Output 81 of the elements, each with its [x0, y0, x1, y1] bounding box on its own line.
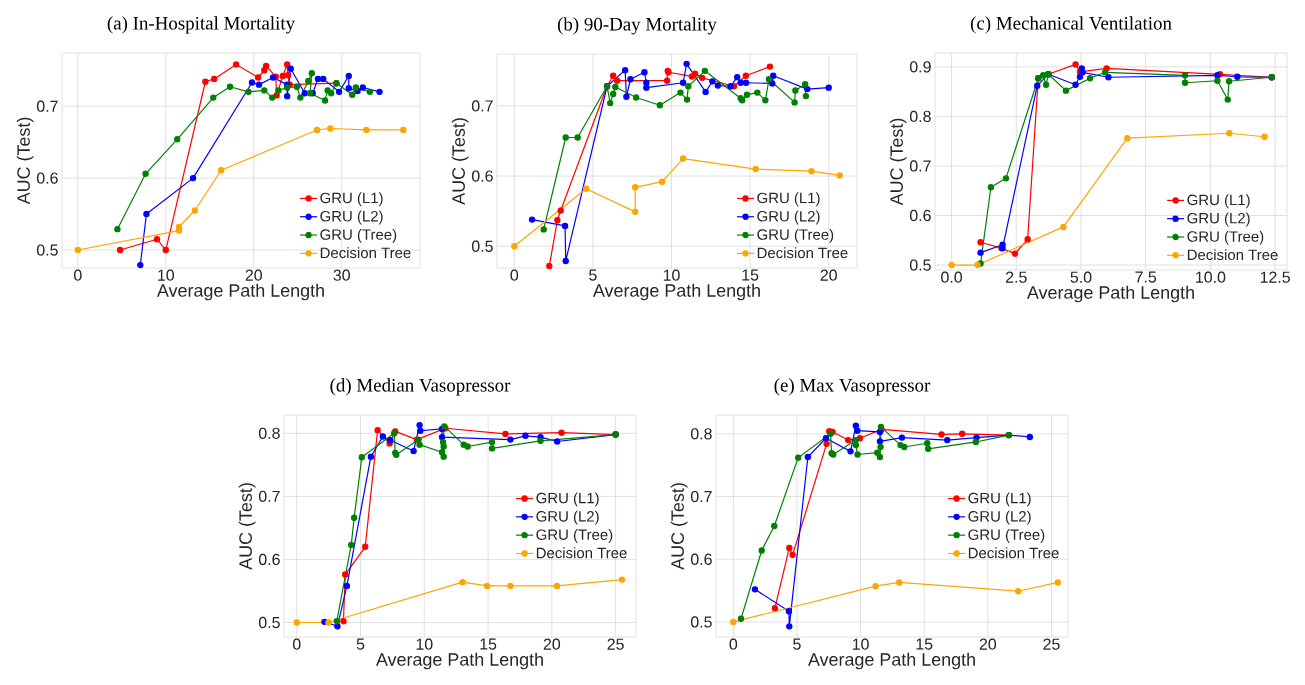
x-tick-label: 0.0	[941, 271, 963, 283]
x-tick-label: 15	[916, 638, 933, 650]
x-tick-label: 5	[793, 638, 801, 650]
y-tick-label: 0.6	[690, 553, 712, 565]
x-tick-label: 7.5	[1135, 271, 1157, 283]
x-tick-label: 20	[820, 269, 837, 281]
y-tick-label: 0.8	[258, 427, 280, 439]
legend-label: Decision Tree	[536, 547, 627, 559]
x-tick-label: 30	[333, 269, 350, 281]
legend-label: GRU (L2)	[757, 210, 820, 225]
x-tick-label: 15	[480, 638, 497, 650]
legend-label: GRU (L1)	[536, 492, 599, 507]
y-tick-label: 0.7	[258, 490, 280, 502]
legend-label: GRU (L2)	[320, 210, 383, 225]
y-tick-label: 0.5	[471, 240, 493, 252]
x-tick-label: 15	[742, 269, 759, 281]
x-tick-label: 2.5	[1006, 271, 1027, 283]
legend-label: Decision Tree	[757, 247, 848, 259]
x-tick-label: 0	[510, 269, 519, 281]
x-tick-label: 25	[607, 638, 624, 650]
y-axis-title: AUC (Test)	[451, 118, 469, 205]
y-tick-label: 0.7	[690, 490, 712, 503]
y-tick-label: 0.6	[258, 553, 280, 566]
y-axis-title: AUC (Test)	[16, 117, 34, 205]
x-tick-label: 20	[979, 638, 997, 650]
y-tick-label: 0.5	[690, 616, 712, 628]
y-tick-label: 0.9	[909, 61, 931, 73]
x-tick-label: 10	[663, 269, 680, 281]
x-tick-label: 10	[852, 638, 869, 650]
x-axis-title: Average Path Length	[156, 283, 324, 301]
y-axis-title: AUC (Test)	[670, 483, 688, 570]
x-axis-title: Average Path Length	[807, 652, 975, 670]
legend-label: GRU (Tree)	[536, 528, 613, 543]
legend-label: GRU (Tree)	[320, 228, 397, 243]
x-tick-label: 10.0	[1196, 271, 1226, 283]
chart-title: (e) Max Vasopressor	[774, 378, 931, 396]
chart-title: (c) Mechanical Ventilation	[970, 16, 1172, 34]
x-axis-title: Average Path Length	[592, 283, 760, 301]
legend-label: GRU (L2)	[968, 510, 1031, 525]
y-tick-label: 0.5	[258, 616, 280, 629]
legend-label: GRU (L2)	[1187, 212, 1250, 227]
x-tick-label: 25	[1043, 638, 1060, 650]
y-tick-label: 0.5	[36, 244, 58, 256]
y-tick-label: 0.6	[909, 209, 931, 222]
legend-label: Decision Tree	[1187, 249, 1278, 261]
chart-title: (b) 90-Day Mortality	[557, 17, 717, 35]
legend-label: GRU (L2)	[536, 510, 599, 525]
legend-label: GRU (Tree)	[968, 528, 1045, 543]
y-tick-label: 0.5	[909, 259, 931, 271]
y-tick-label: 0.7	[909, 160, 931, 172]
x-tick-label: 0	[292, 638, 301, 650]
x-tick-label: 5.0	[1070, 271, 1092, 283]
x-tick-label: 5	[356, 638, 365, 650]
y-tick-label: 0.6	[36, 172, 58, 184]
x-tick-label: 0	[729, 638, 738, 650]
y-tick-label: 0.7	[471, 100, 493, 112]
x-axis-title: Average Path Length	[1026, 285, 1194, 303]
legend-label: GRU (L1)	[320, 192, 383, 207]
legend-label: Decision Tree	[320, 247, 411, 259]
chart-title: (a) In-Hospital Mortality	[107, 16, 296, 34]
legend-label: GRU (Tree)	[757, 228, 834, 243]
legend-label: GRU (L1)	[1187, 194, 1250, 209]
y-axis-title: AUC (Test)	[238, 483, 256, 570]
x-tick-label: 20	[245, 269, 262, 281]
y-tick-label: 0.6	[471, 170, 493, 182]
x-tick-label: 0	[74, 269, 82, 281]
y-tick-label: 0.8	[690, 428, 712, 440]
x-tick-label: 5	[589, 269, 597, 281]
legend-label: Decision Tree	[968, 547, 1059, 559]
y-tick-label: 0.7	[36, 100, 58, 112]
legend-label: GRU (L1)	[968, 492, 1031, 507]
x-axis-title: Average Path Length	[375, 652, 543, 670]
x-tick-label: 10	[416, 638, 433, 650]
x-tick-label: 20	[543, 638, 561, 650]
chart-title: (d) Median Vasopressor	[330, 378, 511, 396]
y-axis-title: AUC (Test)	[889, 118, 907, 206]
legend-label: GRU (Tree)	[1187, 230, 1264, 245]
x-tick-label: 12.5	[1260, 271, 1290, 283]
y-tick-label: 0.8	[909, 110, 931, 123]
x-tick-label: 10	[158, 269, 175, 281]
legend-label: GRU (L1)	[757, 192, 820, 207]
